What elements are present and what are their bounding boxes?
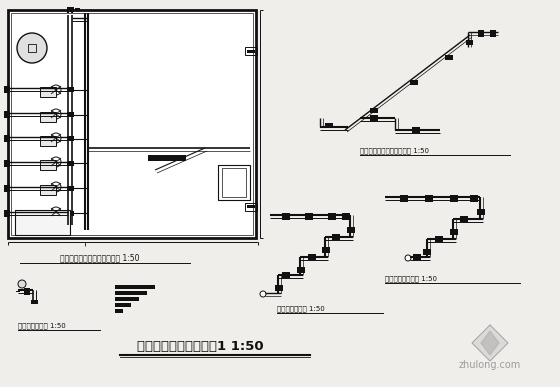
Bar bbox=[40, 210, 56, 220]
Bar bbox=[67, 112, 74, 117]
Bar bbox=[67, 211, 74, 216]
Bar bbox=[115, 309, 123, 313]
Bar bbox=[218, 165, 250, 200]
Bar bbox=[4, 86, 10, 93]
Text: zhulong.com: zhulong.com bbox=[459, 360, 521, 370]
Bar bbox=[413, 254, 421, 260]
Bar bbox=[40, 185, 56, 195]
Bar bbox=[4, 160, 10, 167]
Bar bbox=[423, 249, 431, 255]
Bar bbox=[370, 115, 378, 121]
Bar bbox=[325, 123, 333, 128]
Bar bbox=[67, 7, 74, 12]
Bar bbox=[31, 300, 38, 304]
Text: 喷淋水泵系统图 1:50: 喷淋水泵系统图 1:50 bbox=[277, 305, 325, 312]
Circle shape bbox=[18, 280, 26, 288]
Bar bbox=[460, 216, 468, 222]
Bar bbox=[450, 229, 458, 235]
Bar bbox=[297, 267, 305, 273]
Text: 水池溢流管、排污管系统图 1:50: 水池溢流管、排污管系统图 1:50 bbox=[360, 147, 429, 154]
Bar bbox=[115, 291, 147, 295]
Bar bbox=[410, 80, 418, 85]
Bar bbox=[40, 87, 56, 97]
Text: 水池进水管详图 1:50: 水池进水管详图 1:50 bbox=[18, 322, 66, 329]
Bar bbox=[40, 112, 56, 122]
Circle shape bbox=[405, 255, 411, 261]
Bar bbox=[328, 213, 336, 220]
Bar bbox=[40, 160, 56, 170]
Bar bbox=[115, 285, 155, 289]
Bar bbox=[275, 285, 283, 291]
Bar bbox=[245, 203, 257, 211]
Bar bbox=[450, 195, 458, 202]
Bar bbox=[4, 185, 10, 192]
Polygon shape bbox=[472, 325, 508, 361]
Bar bbox=[477, 209, 485, 215]
Bar bbox=[16, 291, 20, 292]
Bar bbox=[282, 213, 290, 220]
Bar bbox=[247, 205, 255, 208]
Bar bbox=[412, 127, 420, 133]
Bar bbox=[478, 30, 484, 37]
Bar bbox=[435, 236, 443, 242]
Bar bbox=[4, 111, 10, 118]
Text: 水泵房及消防水池管道布置图 1:50: 水泵房及消防水池管道布置图 1:50 bbox=[60, 253, 140, 262]
Bar bbox=[15, 210, 70, 235]
Bar bbox=[67, 87, 74, 92]
Bar bbox=[148, 155, 186, 161]
Bar bbox=[4, 210, 10, 217]
Bar bbox=[28, 44, 36, 52]
Circle shape bbox=[260, 291, 266, 297]
Bar bbox=[470, 195, 478, 202]
Bar bbox=[115, 303, 131, 307]
Bar bbox=[445, 55, 453, 60]
Bar bbox=[222, 168, 246, 197]
Bar bbox=[282, 272, 290, 278]
Bar bbox=[332, 234, 340, 240]
Bar bbox=[245, 47, 257, 55]
Bar bbox=[24, 288, 30, 295]
Bar bbox=[8, 10, 256, 238]
Bar bbox=[347, 227, 355, 233]
Bar bbox=[466, 40, 473, 45]
Bar bbox=[11, 13, 253, 235]
Bar bbox=[67, 161, 74, 166]
Bar bbox=[425, 195, 433, 202]
Text: 消火栓水泵系统图 1:50: 消火栓水泵系统图 1:50 bbox=[385, 275, 437, 282]
Bar bbox=[115, 297, 139, 301]
Bar bbox=[75, 8, 80, 11]
Bar bbox=[67, 136, 74, 141]
Circle shape bbox=[17, 33, 47, 63]
Bar bbox=[247, 50, 255, 53]
Polygon shape bbox=[481, 331, 499, 355]
Bar bbox=[40, 136, 56, 146]
Bar bbox=[4, 135, 10, 142]
Bar bbox=[305, 213, 313, 220]
Text: 泵房、消防水池工艺图1 1:50: 泵房、消防水池工艺图1 1:50 bbox=[137, 340, 263, 353]
Bar bbox=[490, 30, 496, 37]
Bar bbox=[67, 186, 74, 191]
Bar bbox=[308, 254, 316, 260]
Bar bbox=[322, 247, 330, 253]
Bar bbox=[342, 213, 350, 220]
Bar bbox=[370, 108, 378, 113]
Bar bbox=[400, 195, 408, 202]
